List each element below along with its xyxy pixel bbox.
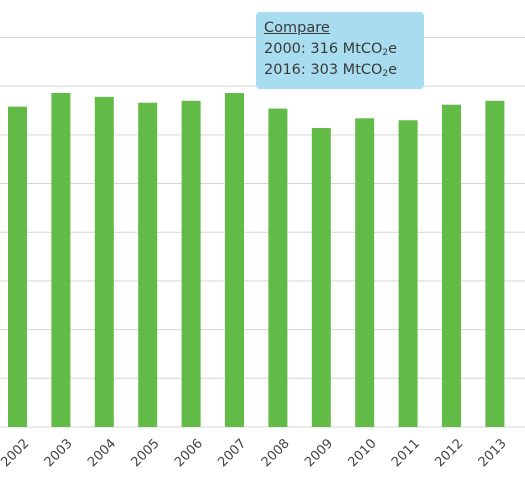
x-tick-label-2004: 2004 xyxy=(85,436,119,470)
bar-2008[interactable] xyxy=(268,108,288,428)
x-tick-label-2002: 2002 xyxy=(0,436,32,470)
x-tick-label-2007: 2007 xyxy=(215,436,249,470)
x-tick-label-2003: 2003 xyxy=(42,436,76,470)
bar-2010[interactable] xyxy=(355,118,375,428)
x-tick-label-2006: 2006 xyxy=(172,436,206,470)
bar-2006[interactable] xyxy=(181,100,201,427)
x-tick-label-2008: 2008 xyxy=(259,436,293,470)
bar-2004[interactable] xyxy=(94,96,114,427)
bars xyxy=(8,93,505,428)
bar-2012[interactable] xyxy=(442,104,461,428)
x-tick-label-2010: 2010 xyxy=(346,436,380,470)
bar-2002[interactable] xyxy=(8,106,27,427)
x-tick-label-2013: 2013 xyxy=(476,436,510,470)
tooltip-line-2016: 2016: 303 MtCO2e xyxy=(264,62,398,79)
bar-2011[interactable] xyxy=(398,120,418,427)
bar-2007[interactable] xyxy=(225,93,244,427)
compare-tooltip: Compare 2000: 316 MtCO2e 2016: 303 MtCO2… xyxy=(256,12,424,89)
bar-2009[interactable] xyxy=(311,128,331,427)
x-tick-labels: 2002 2003 2004 2005 2006 2007 2008 2009 2010 2011… xyxy=(0,436,510,470)
bar-2005[interactable] xyxy=(138,102,158,427)
x-tick-label-2005: 2005 xyxy=(129,436,163,470)
tooltip-line-2000: 2000: 316 MtCO2e xyxy=(264,41,398,58)
x-tick-label-2009: 2009 xyxy=(302,436,336,470)
bar-2013[interactable] xyxy=(485,100,505,427)
x-tick-label-2011: 2011 xyxy=(389,436,423,470)
tooltip-title: Compare xyxy=(264,20,330,36)
x-tick-label-2012: 2012 xyxy=(432,436,466,470)
bar-2003[interactable] xyxy=(51,93,71,427)
